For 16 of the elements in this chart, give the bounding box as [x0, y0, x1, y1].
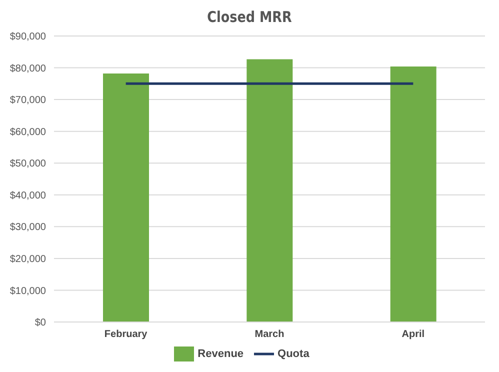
y-tick-label: $90,000: [10, 32, 46, 43]
y-tick-label: $50,000: [10, 158, 46, 170]
legend-label: Quota: [278, 348, 310, 360]
y-tick-label: $30,000: [10, 222, 46, 234]
y-tick-label: $10,000: [10, 286, 46, 297]
x-tick-label: March: [254, 329, 284, 340]
y-tick-label: $20,000: [10, 254, 46, 265]
y-tick-label: $0: [34, 318, 46, 329]
y-tick-label: $60,000: [10, 126, 46, 138]
x-tick-label: April: [402, 329, 425, 340]
legend-label: Revenue: [198, 348, 244, 360]
y-tick-label: $70,000: [10, 95, 46, 106]
y-tick-label: $40,000: [10, 190, 46, 202]
chart-title: Closed MRR: [206, 8, 293, 28]
y-tick-label: $80,000: [10, 63, 46, 74]
x-tick-label: February: [104, 329, 148, 340]
